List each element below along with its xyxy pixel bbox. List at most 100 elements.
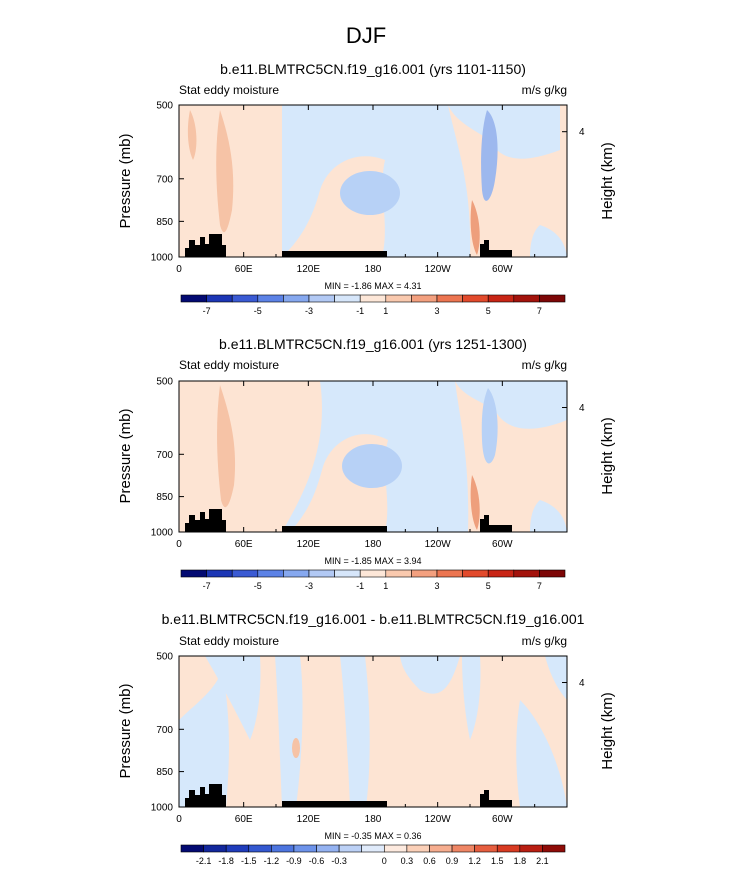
panel-2-x-axis: 0 60E 120E 180 120W 60W [176, 381, 536, 550]
panel-2-left-label: Stat eddy moisture [179, 358, 279, 372]
panel-2-colorbar-box [334, 569, 361, 578]
panel-1-x-axis: 0 60E 120E 180 120W 60W [176, 105, 536, 275]
panel-3-y-tick-label: 700 [156, 725, 173, 736]
panel-3-neg-corner [545, 656, 567, 700]
panel-3-colorbar-label: -0.9 [286, 856, 302, 866]
panel-3-colorbar-box [203, 844, 227, 853]
panel-2-colorbar-box [487, 569, 515, 578]
panel-1-right-label: m/s g/kg [522, 83, 567, 97]
panel-3-neg-east [516, 700, 567, 807]
panel-3-y-right-tick-label: 4 [579, 678, 585, 689]
panel-3-colorbar-box [293, 844, 317, 853]
panel-2-y-tick-label: 700 [156, 450, 173, 461]
panel-1-neg-region [282, 105, 471, 257]
panel-3-colorbar-box [248, 844, 272, 853]
panel-3-pos-spot [292, 738, 300, 758]
panel-3-colorbar-label: -1.2 [264, 856, 280, 866]
panel-3-neg-nw [205, 656, 261, 740]
panel-1-y-tick-label: 700 [156, 174, 173, 185]
panel-1: b.e11.BLMTRC5CN.f19_g16.001 (yrs 1101-11… [117, 61, 616, 316]
panel-1-colorbar-box [462, 294, 489, 303]
panel-2-y-right-tick-label: 4 [579, 403, 585, 414]
panel-1-pos-peak [470, 200, 480, 255]
panel-1-x-tick-label: 0 [176, 264, 182, 275]
panel-1-x-tick-label: 60E [235, 264, 253, 275]
panel-2-topography-pacific [282, 526, 387, 532]
panel-1-colorbar-label: 7 [537, 306, 542, 316]
panel-3-topography-africa [179, 784, 226, 807]
panel-2-colorbar-label: -3 [305, 581, 313, 591]
panel-1-left-label: Stat eddy moisture [179, 83, 279, 97]
panel-2-ylabel-right: Height (km) [599, 417, 616, 495]
panel-1-colorbar-label: -7 [203, 306, 211, 316]
panel-1-colorbar-box [257, 294, 284, 303]
panel-3-colorbar-label: 0.6 [423, 856, 436, 866]
panel-1-topography-pacific [282, 251, 387, 257]
panel-3-y-tick-label: 1000 [151, 803, 174, 814]
panel-2-neg-core [342, 444, 402, 488]
panel-2-neg-core-east [481, 388, 498, 464]
panel-2-x-tick-label: 180 [365, 539, 382, 550]
panel-3-colorbar-box [496, 844, 521, 853]
panel-3-right-label: m/s g/kg [522, 634, 567, 648]
panel-3-colorbar: -2.1 -1.8 -1.5 -1.2 -0.9 -0.6 -0.3 0 0.3 0.6 0.9 1.… [180, 844, 566, 866]
panel-1-colorbar-label: -5 [254, 306, 262, 316]
panel-2-colorbar-box [436, 569, 463, 578]
panel-1-colorbar-box [283, 294, 310, 303]
panel-1-colorbar-box [206, 294, 233, 303]
panel-2-x-tick-label: 60W [492, 539, 513, 550]
panel-1-y-tick-label: 850 [156, 217, 173, 228]
panel-1-stats: MIN = -1.86 MAX = 4.31 [324, 281, 421, 291]
panel-1-pos-core-west [187, 110, 197, 160]
panel-3-x-tick-label: 0 [176, 814, 182, 825]
panel-3-x-tick-label: 120W [425, 814, 452, 825]
panel-2-pos-core [217, 385, 236, 508]
panel-2-colorbar-label: -7 [203, 581, 211, 591]
panel-1-y-tick-label: 500 [156, 101, 173, 112]
panel-3-y-tick-label: 500 [156, 652, 173, 663]
panel-3-ylabel-right: Height (km) [599, 692, 616, 770]
panel-3-colorbar-box [519, 844, 543, 853]
panel-1-ylabel-right: Height (km) [599, 142, 616, 220]
panel-2-colorbar-label: 3 [434, 581, 439, 591]
panel-3-colorbar-label: 0.3 [401, 856, 414, 866]
panel-2-ylabel: Pressure (mb) [117, 408, 134, 503]
panel-3-colorbar-label: 1.5 [491, 856, 504, 866]
panel-1-colorbar-label: -3 [305, 306, 313, 316]
panel-1-x-tick-label: 120W [425, 264, 452, 275]
panel-2-topography-andes [480, 515, 512, 532]
panel-3-colorbar-box [474, 844, 498, 853]
panel-2-stats: MIN = -1.85 MAX = 3.94 [324, 556, 421, 566]
panel-2-colorbar-label: 7 [537, 581, 542, 591]
panel-3: b.e11.BLMTRC5CN.f19_g16.001 - b.e11.BLMT… [117, 611, 616, 866]
panel-1-neg-corner [530, 225, 567, 257]
panel-2-colorbar-box [257, 569, 284, 578]
panel-1-colorbar-box [180, 294, 207, 303]
panel-2-colorbar-box [539, 569, 566, 578]
panel-2-colorbar-box [462, 569, 489, 578]
panel-3-colorbar-label: 0 [382, 856, 387, 866]
panel-1-colorbar: -7 -5 -3 -1 1 3 5 7 [180, 294, 566, 316]
panel-1-colorbar-label: 5 [486, 306, 491, 316]
panel-2-colorbar-box [385, 569, 412, 578]
panel-1-field [179, 105, 567, 257]
panel-2-right-label: m/s g/kg [522, 358, 567, 372]
panel-2-colorbar-label: 5 [486, 581, 491, 591]
panel-2-y-tick-label: 1000 [151, 528, 174, 539]
panel-3-title: b.e11.BLMTRC5CN.f19_g16.001 - b.e11.BLMT… [162, 611, 585, 627]
panel-1-colorbar-box [308, 294, 335, 303]
panel-3-colorbar-label: 1.2 [468, 856, 481, 866]
panel-2-colorbar-box [513, 569, 540, 578]
panel-1-colorbar-box [513, 294, 540, 303]
panel-2-colorbar-label: -1 [356, 581, 364, 591]
panel-3-colorbar-box [383, 844, 408, 853]
panel-3-colorbar-label: -2.1 [196, 856, 212, 866]
panel-1-colorbar-box [487, 294, 515, 303]
panel-3-colorbar-label: -1.8 [218, 856, 234, 866]
panel-1-ylabel: Pressure (mb) [117, 133, 134, 228]
panel-3-stats: MIN = -0.35 MAX = 0.36 [324, 831, 421, 841]
panel-3-colorbar-label: -0.3 [331, 856, 347, 866]
panel-1-colorbar-box [334, 294, 361, 303]
panel-3-neg-band-2 [340, 656, 370, 807]
panel-1-x-tick-label: 180 [365, 264, 382, 275]
